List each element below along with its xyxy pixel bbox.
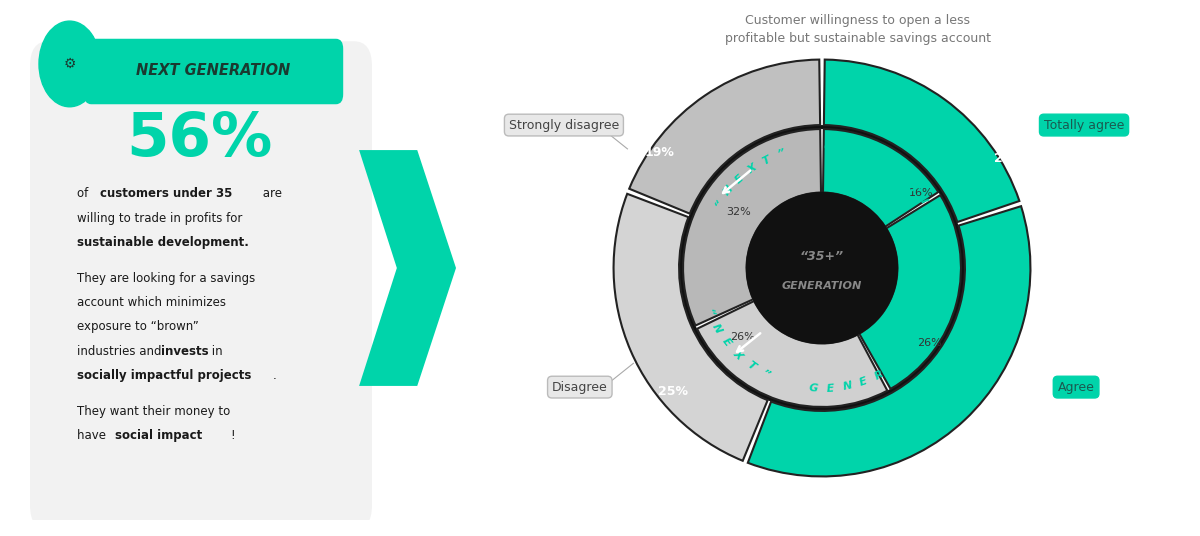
- Text: social impact: social impact: [115, 429, 202, 442]
- Wedge shape: [748, 206, 1031, 477]
- Text: E: E: [733, 173, 746, 185]
- Text: Totally agree: Totally agree: [1044, 118, 1124, 131]
- Text: E: E: [720, 337, 733, 348]
- Circle shape: [746, 192, 898, 344]
- Text: account which minimizes: account which minimizes: [77, 296, 226, 309]
- Wedge shape: [823, 129, 938, 227]
- Text: T: T: [745, 360, 757, 373]
- Text: exposure to “brown”: exposure to “brown”: [77, 321, 198, 333]
- Text: N: N: [931, 225, 943, 236]
- Wedge shape: [629, 59, 820, 214]
- Text: 32%: 32%: [726, 207, 751, 218]
- Text: O: O: [925, 209, 937, 222]
- Text: 25%: 25%: [658, 385, 688, 398]
- Text: are: are: [259, 188, 282, 200]
- Text: G: G: [824, 142, 834, 152]
- Wedge shape: [824, 59, 1019, 222]
- Text: 56%: 56%: [126, 110, 272, 169]
- Text: I: I: [912, 338, 923, 347]
- FancyBboxPatch shape: [84, 39, 343, 105]
- Circle shape: [38, 21, 100, 107]
- Text: I: I: [918, 197, 929, 206]
- Text: N: N: [854, 147, 866, 159]
- Text: socially impactful projects: socially impactful projects: [77, 369, 251, 382]
- Text: “: “: [713, 198, 726, 210]
- Text: T: T: [900, 349, 912, 361]
- Wedge shape: [679, 125, 965, 411]
- Text: .: .: [274, 369, 277, 382]
- Text: customers under 35: customers under 35: [101, 188, 233, 200]
- Text: willing to trade in profits for: willing to trade in profits for: [77, 212, 242, 225]
- Text: A: A: [887, 360, 900, 373]
- Text: “: “: [703, 308, 715, 318]
- Text: R: R: [872, 368, 886, 381]
- Text: G: G: [809, 383, 818, 394]
- Text: They want their money to: They want their money to: [77, 405, 230, 418]
- Text: X: X: [746, 162, 758, 175]
- Text: E: E: [870, 153, 881, 166]
- Text: “35+”: “35+”: [800, 250, 844, 263]
- Text: Agree: Agree: [1057, 381, 1094, 393]
- Text: GENERATION: GENERATION: [782, 281, 862, 291]
- Text: !: !: [230, 429, 234, 442]
- Text: X: X: [731, 348, 744, 362]
- Text: have: have: [77, 429, 109, 442]
- Wedge shape: [859, 195, 961, 389]
- Text: Customer willingness to open a less
profitable but sustainable savings account: Customer willingness to open a less prof…: [725, 14, 991, 45]
- Text: 20%: 20%: [994, 152, 1024, 165]
- Text: 26%: 26%: [731, 332, 755, 343]
- Text: Strongly disagree: Strongly disagree: [509, 118, 619, 131]
- Text: sustainable development.: sustainable development.: [77, 236, 248, 249]
- Text: A: A: [895, 170, 908, 184]
- FancyBboxPatch shape: [30, 41, 372, 530]
- Text: invests: invests: [161, 345, 209, 358]
- Text: ⚙: ⚙: [64, 57, 76, 71]
- Text: 36%: 36%: [982, 400, 1012, 413]
- Text: They are looking for a savings: They are looking for a savings: [77, 272, 256, 285]
- Text: ”: ”: [776, 148, 786, 160]
- Text: industries and: industries and: [77, 345, 166, 358]
- Wedge shape: [697, 301, 887, 407]
- Text: N: N: [928, 307, 941, 319]
- Text: in: in: [209, 345, 223, 358]
- Text: N: N: [722, 184, 736, 197]
- Text: T: T: [907, 182, 919, 195]
- Wedge shape: [683, 129, 821, 325]
- Text: O: O: [920, 322, 934, 335]
- Text: ”: ”: [760, 369, 770, 381]
- Wedge shape: [613, 194, 768, 461]
- Text: Disagree: Disagree: [552, 381, 607, 393]
- Text: E: E: [827, 384, 834, 394]
- Text: 16%: 16%: [908, 188, 934, 198]
- Text: 19%: 19%: [644, 146, 674, 159]
- Text: T: T: [761, 154, 772, 167]
- Polygon shape: [359, 150, 456, 386]
- Text: R: R: [883, 161, 895, 174]
- Text: E: E: [840, 144, 850, 155]
- Text: E: E: [858, 376, 869, 388]
- Text: N: N: [841, 381, 853, 392]
- Text: N: N: [710, 322, 724, 335]
- Text: 26%: 26%: [917, 338, 942, 348]
- Text: of: of: [77, 188, 91, 200]
- Text: NEXT GENERATION: NEXT GENERATION: [137, 63, 290, 78]
